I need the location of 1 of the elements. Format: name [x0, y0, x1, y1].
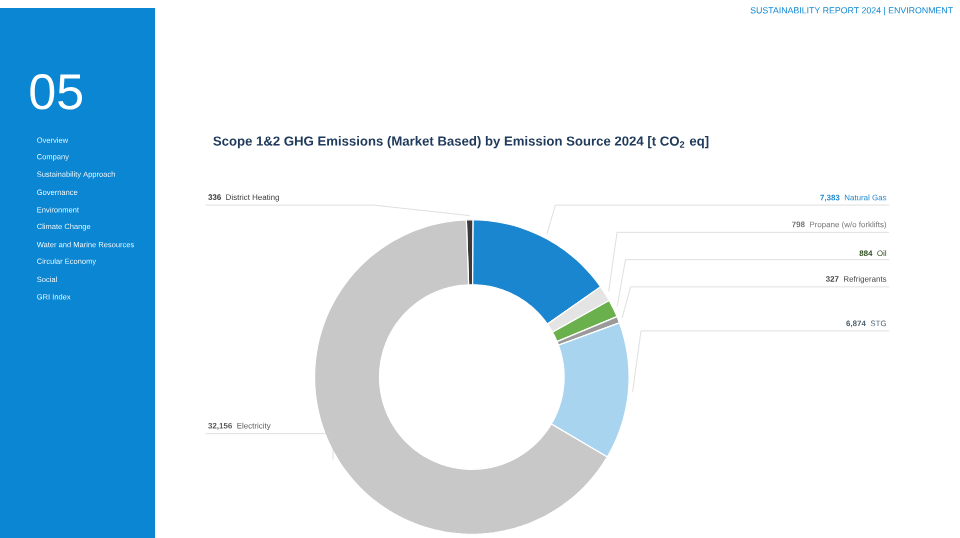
text: 05 — [30, 73, 83, 110]
